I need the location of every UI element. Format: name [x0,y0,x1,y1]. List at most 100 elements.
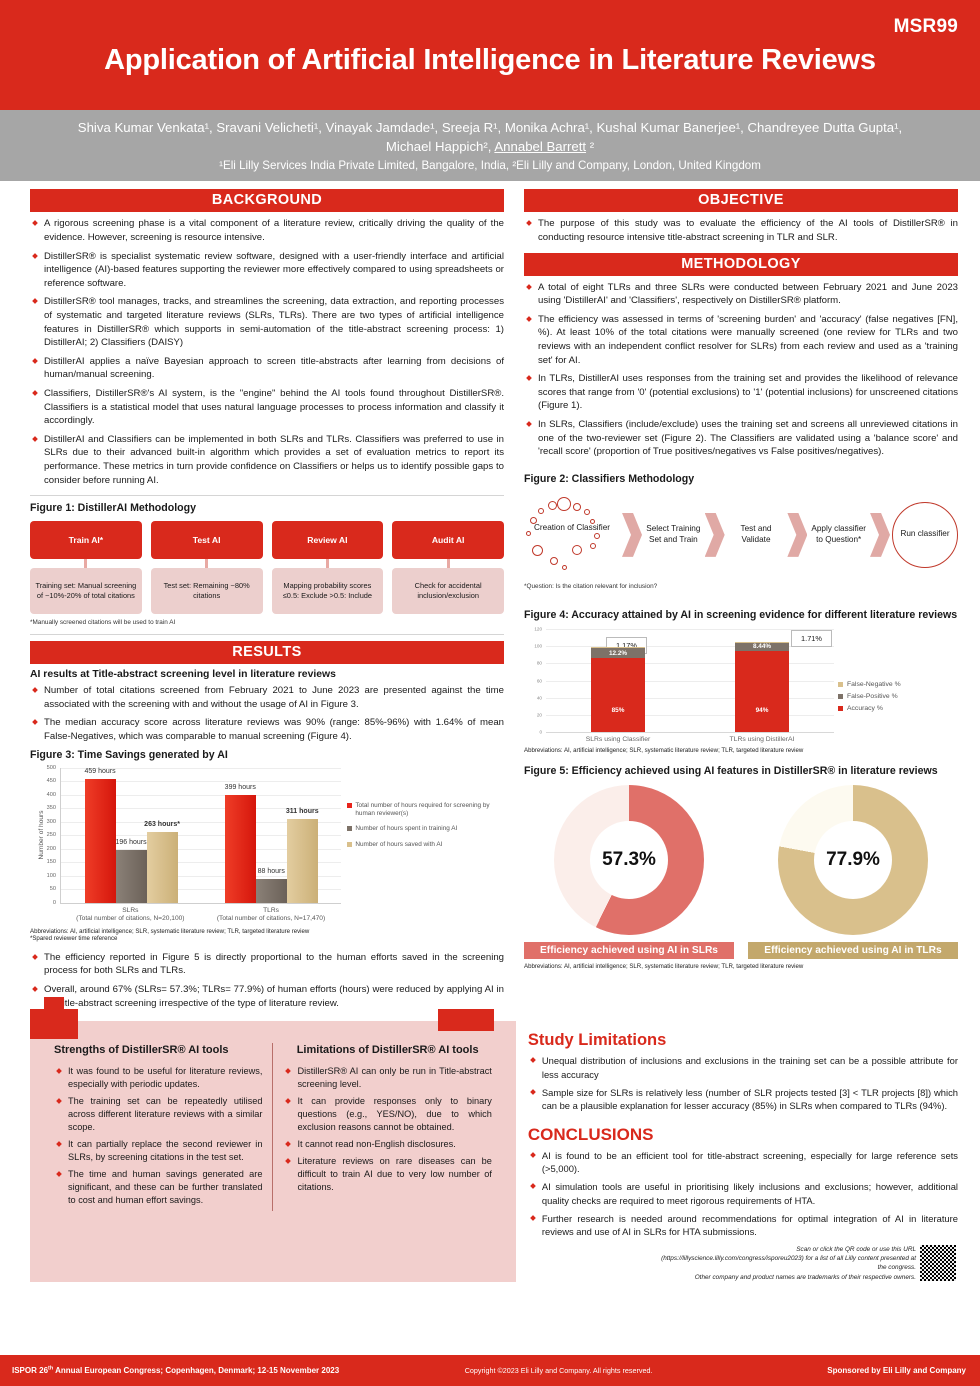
figure2-node-1: Creation of Classifier [534,522,610,532]
background-heading: BACKGROUND [30,189,504,213]
figure5-chart: 57.3% Efficiency achieved using AI in SL… [524,785,958,960]
list-item: DistillerAI and Classifiers can be imple… [30,433,504,487]
figure4-title: Figure 4: Accuracy attained by AI in scr… [524,608,958,621]
bar-label: 311 hours [285,807,319,815]
gridline [61,808,342,810]
poster-code: MSR99 [893,16,958,37]
decorative-mark-left [30,997,78,1040]
gridline [61,794,342,796]
bar-label: 399 hours [224,783,256,791]
list-item: The median accuracy score across literat… [30,716,504,743]
figure3-title: Figure 3: Time Savings generated by AI [30,748,228,761]
bar-slr-saved-hours: 263 hours* [144,821,180,903]
y-tick: 0 [539,729,542,735]
page-title: Application of Artificial Intelligence i… [104,44,876,76]
qr-caption: Scan or click the QR code or use this UR… [661,1245,920,1282]
list-item: AI simulation tools are useful in priori… [528,1180,958,1207]
flow-step-1-body: Training set: Manual screening of ~10%-2… [30,568,142,615]
list-item: AI is found to be an efficient tool for … [528,1149,958,1176]
y-tick: 250 [46,832,56,839]
segment-accuracy: 94% [735,650,789,733]
limitations-column: Limitations of DistillerSR® AI tools Dis… [272,1043,501,1212]
figure5-abbreviations: Abbreviations: AI, artificial intelligen… [524,963,804,971]
affiliations: ¹Eli Lilly Services India Private Limite… [219,159,761,173]
legend-label: False-Positive % [847,693,898,701]
background-list: A rigorous screening phase is a vital co… [30,217,504,487]
y-tick: 60 [536,678,542,684]
y-tick: 80 [536,660,542,666]
donut-slrs: 57.3% [554,785,704,936]
list-item: It can partially replace the second revi… [54,1138,262,1164]
figure4-x-axis: SLRs using Classifier TLRs using Distill… [546,736,834,743]
bar-label: 196 hours [115,838,147,846]
conclusions-list: AI is found to be an efficient tool for … [528,1149,958,1239]
figure3-group-tlrs: 399 hours 88 hours 311 hours [201,768,341,903]
gridline [61,848,342,850]
poster-body: BACKGROUND A rigorous screening phase is… [0,181,980,1015]
figure4-abbreviations: Abbreviations: AI, artificial intelligen… [524,747,804,755]
legend-label: Accuracy % [847,705,883,713]
segment-false-positive: 8.44% [735,643,789,651]
qr-line-3: the congress. [877,1264,916,1272]
qr-code-icon[interactable] [920,1244,956,1281]
bar-slr-human-hours: 459 hours [85,768,116,903]
x-tick-slrs: SLRs (Total number of citations, N=20,100… [60,907,201,924]
flow-step-3-header: Review AI [271,521,384,560]
segment-label: 94% [755,707,769,715]
donut-tlrs: 77.9% [778,785,928,936]
strengths-list: It was found to be useful for literature… [54,1065,262,1208]
results-list-after: The efficiency reported in Figure 5 is d… [30,951,504,1010]
y-tick: 350 [46,805,56,812]
list-item: In SLRs, Classifiers (include/exclude) u… [524,418,958,459]
study-limitations-list: Unequal distribution of inclusions and e… [528,1054,958,1112]
qr-line-2: (https://lillyscience.lilly.com/congress… [661,1254,916,1262]
bottom-section: Strengths of DistillerSR® AI tools It wa… [0,997,980,1282]
flow-connector [84,559,88,569]
figure2-title: Figure 2: Classifiers Methodology [524,472,695,485]
flow-step-2-body: Test set: Remaining ~80% citations [150,568,263,615]
gridline [61,875,342,877]
gridline [546,680,834,682]
figure3-y-axis: 500 450 400 350 300 250 200 150 100 50 0 [31,764,58,906]
figure2-node-2: Select Training Set and Train [646,524,701,544]
segment-false-negative [735,641,789,644]
strengths-limitations-panel: Strengths of DistillerSR® AI tools It wa… [30,997,516,1282]
stack-slrs: 12.2% 85% [591,646,645,733]
list-item: A total of eight TLRs and three SLRs wer… [524,281,958,308]
gridline [546,646,834,648]
gridline [61,862,342,864]
list-item: In TLRs, DistillerAI uses responses from… [524,372,958,413]
list-item: It can provide responses only to binary … [283,1095,491,1134]
gridline [61,781,342,783]
flow-connector [325,559,329,569]
x-tick-slrs-classifier: SLRs using Classifier [585,736,651,744]
bar-tlr-training-hours: 88 hours [255,868,287,903]
segment-false-positive: 12.2% [591,647,645,659]
bubble [572,544,582,555]
list-item: Sample size for SLRs is relatively less … [528,1086,958,1113]
bar-label: 88 hours [257,867,285,875]
strengths-heading: Strengths of DistillerSR® AI tools [54,1044,229,1057]
list-item: The time and human savings generated are… [54,1168,262,1207]
figure3-legend: Total number of hours required for scree… [341,768,504,924]
legend-item: Total number of hours required for scree… [347,802,504,819]
flow-step-3-body: Mapping probability scores ≤0.5: Exclude… [271,568,384,615]
decorative-mark-right [437,1009,494,1032]
list-item: Classifiers, DistillerSR®'s AI system, i… [30,387,504,428]
stack-tlrs: 8.44% 94% [735,641,789,733]
list-item: The purpose of this study was to evaluat… [524,217,958,244]
figure4-group-tlrs: 8.44% 94% [690,629,834,733]
segment-label: 85% [611,707,625,715]
bubble [562,564,567,570]
y-tick: 500 [46,764,56,771]
legend-swatch-red [347,802,353,808]
figure4-bars: 12.2% 85% 8.44% 94% [546,629,834,733]
x-tick-name: SLRs [122,906,139,914]
y-tick: 300 [46,818,56,825]
list-item: DistillerSR® tool manages, tracks, and s… [30,295,504,349]
results-subheading: AI results at Title-abstract screening l… [30,669,336,681]
left-column: BACKGROUND A rigorous screening phase is… [0,189,520,1015]
gridline [546,663,834,665]
y-tick: 400 [46,791,56,798]
divider [30,634,504,636]
